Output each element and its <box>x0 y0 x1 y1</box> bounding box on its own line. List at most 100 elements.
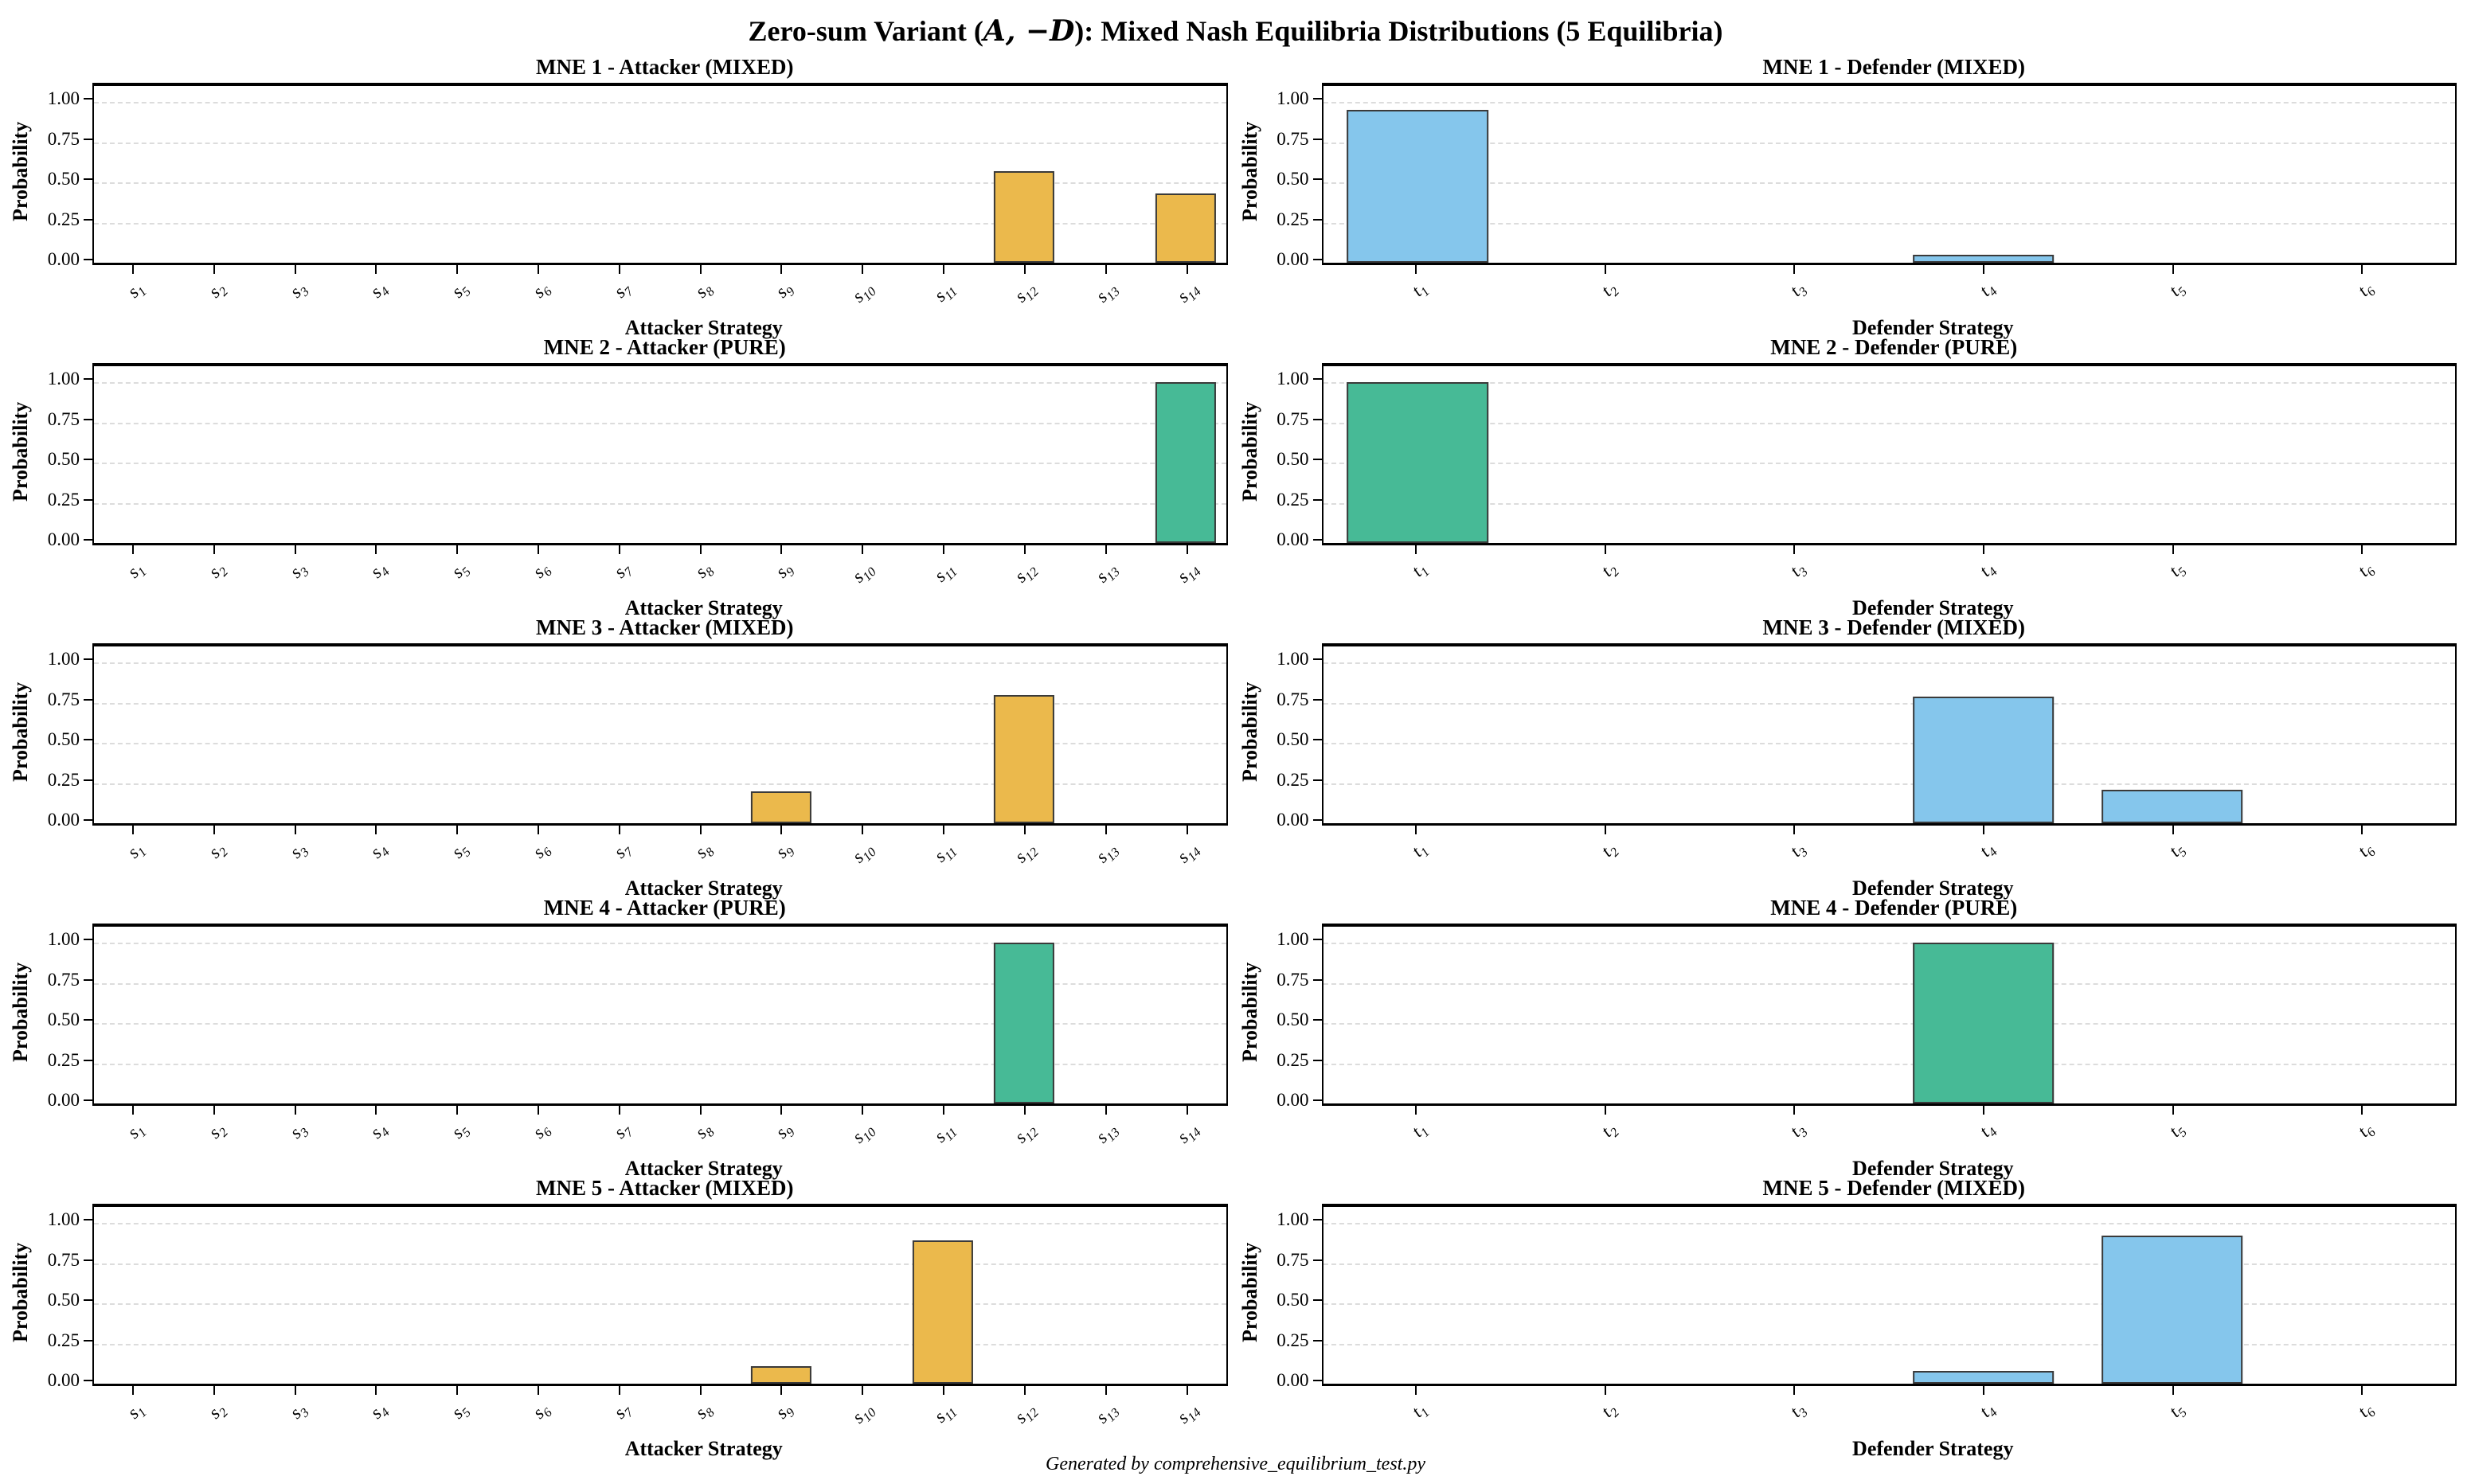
subplot: MNE 1 - Defender (MIXED) Probability 0.0… <box>1236 51 2465 339</box>
y-tick-label: 0.00 <box>47 529 80 549</box>
x-tick-mark <box>699 545 702 554</box>
bar <box>2101 1236 2243 1384</box>
x-tick-label: t5 <box>2164 838 2190 864</box>
gridline <box>1323 222 2455 225</box>
plot-column: t1 t2 t3 t4 t5 t6 Defender Strategy <box>1321 1204 2465 1460</box>
y-tick-mark <box>1312 939 1322 941</box>
plot-column: s1 s2 s3 s4 s5 s6 s7 s8 s9 s10 s11 s12 s13 s14 Attack… <box>92 643 1236 900</box>
x-tick-labels: s1 s2 s3 s4 s5 s6 s7 s8 s9 s10 s11 s12 s13 s14 <box>92 1386 1228 1437</box>
x-tick-mark <box>943 1106 945 1115</box>
x-tick-label: t6 <box>2354 838 2379 864</box>
x-tick-label: t1 <box>1408 838 1433 864</box>
x-tick-label: t6 <box>2354 1399 2379 1424</box>
x-tick-mark <box>131 1106 134 1115</box>
subplot-body: Probability 0.00 0.25 0.50 0.75 1.00 t1 t2 t3 t… <box>1236 643 2465 900</box>
x-tick-mark <box>375 826 377 834</box>
x-tick-mark <box>780 1106 783 1115</box>
gridline <box>94 702 1226 705</box>
y-tick-label: 0.00 <box>1277 249 1309 269</box>
bar <box>1347 110 1488 263</box>
x-tick-mark <box>538 545 540 554</box>
y-tick-label: 1.00 <box>1277 369 1309 389</box>
x-tick-label: s13 <box>1092 278 1123 309</box>
gridline <box>94 1263 1226 1265</box>
figure-title: Zero-sum Variant (A, −D): Mixed Nash Equ… <box>0 0 2471 51</box>
y-tick-label: 0.25 <box>47 769 80 790</box>
x-tick-mark <box>213 1106 215 1115</box>
x-tick-mark <box>213 545 215 554</box>
x-axis-label: Defender Strategy <box>1852 1437 2014 1460</box>
y-tick-labels: 0.00 0.25 0.50 0.75 1.00 <box>35 363 92 549</box>
x-tick-mark <box>1105 1106 1107 1115</box>
x-tick-label: s5 <box>448 838 475 865</box>
y-tick-mark <box>84 539 92 541</box>
x-tick-mark <box>456 1106 459 1115</box>
y-axis-label: Probability <box>1237 681 1261 782</box>
y-tick-mark <box>84 98 92 100</box>
y-tick-mark <box>84 259 92 260</box>
x-axis-label: Attacker Strategy <box>624 1157 783 1180</box>
x-tick-label: s14 <box>1173 1119 1204 1150</box>
y-tick-mark <box>84 939 92 941</box>
gridline <box>1323 1023 2455 1025</box>
plot-column: t1 t2 t3 t4 t5 t6 Defender Strategy <box>1321 924 2465 1180</box>
x-tick-label: s11 <box>930 1399 961 1430</box>
gridline <box>1323 1303 2455 1306</box>
gridline <box>94 142 1226 144</box>
x-tick-label: t2 <box>1597 1119 1623 1144</box>
y-tick-label: 0.00 <box>1277 1090 1309 1110</box>
gridline <box>1323 1343 2455 1345</box>
x-tick-mark <box>1023 1386 1026 1395</box>
x-tick-mark <box>699 826 702 834</box>
y-axis-label: Probability <box>9 121 32 221</box>
y-tick-label: 0.50 <box>47 1290 80 1310</box>
subplot-body: Probability 0.00 0.25 0.50 0.75 1.00 t1 t2 t3 t… <box>1236 83 2465 339</box>
y-tick-label: 0.00 <box>1277 1370 1309 1390</box>
subplot-title: MNE 3 - Defender (MIXED) <box>1762 615 2025 639</box>
plot-area <box>92 1204 1228 1386</box>
gridline <box>1323 783 2455 785</box>
y-tick-mark <box>84 218 92 221</box>
y-tick-mark <box>84 178 92 181</box>
y-tick-mark <box>1312 1059 1322 1061</box>
y-tick-label: 0.00 <box>47 810 80 830</box>
gridline <box>94 982 1226 985</box>
x-tick-label: s1 <box>123 1119 151 1146</box>
x-tick-mark <box>1604 826 1606 834</box>
y-tick-mark <box>1312 698 1322 701</box>
y-tick-labels: 0.00 0.25 0.50 0.75 1.00 <box>35 643 92 830</box>
y-tick-mark <box>1312 978 1322 981</box>
x-tick-label: t1 <box>1408 278 1433 303</box>
gridline <box>1323 982 2455 985</box>
x-tick-label: t5 <box>2164 558 2190 584</box>
bar <box>1912 943 2055 1103</box>
x-tick-label: s4 <box>366 558 393 585</box>
subplot-grid: MNE 1 - Attacker (MIXED) Probability 0.0… <box>0 51 2471 1460</box>
x-tick-label: s12 <box>1011 1399 1042 1430</box>
x-tick-label: t4 <box>1976 278 2001 303</box>
y-tick-labels: 0.00 0.25 0.50 0.75 1.00 <box>1265 643 1322 830</box>
gridline <box>94 1223 1226 1225</box>
y-tick-mark <box>1312 459 1322 461</box>
y-tick-mark <box>84 418 92 420</box>
x-tick-mark <box>1415 826 1417 834</box>
subplot-body: Probability 0.00 0.25 0.50 0.75 1.00 s1 s2 s3 s… <box>6 643 1236 900</box>
y-tick-mark <box>1312 418 1322 420</box>
x-tick-label: s7 <box>610 558 637 585</box>
x-tick-label: s8 <box>691 278 718 305</box>
x-tick-mark <box>131 265 134 274</box>
x-tick-mark <box>2361 1386 2363 1395</box>
x-tick-label: s3 <box>286 838 313 865</box>
y-tick-label: 0.75 <box>1277 969 1309 990</box>
y-tick-label: 1.00 <box>47 1209 80 1230</box>
x-tick-mark <box>1604 1386 1606 1395</box>
plot-area <box>92 83 1228 265</box>
x-tick-label: s12 <box>1011 1119 1042 1150</box>
x-tick-label: s3 <box>286 278 313 305</box>
x-tick-mark <box>618 1106 620 1115</box>
x-tick-mark <box>213 1386 215 1395</box>
x-tick-mark <box>2361 1106 2363 1115</box>
plot-area <box>92 363 1228 545</box>
y-tick-label: 0.50 <box>47 1010 80 1030</box>
x-tick-mark <box>131 826 134 834</box>
